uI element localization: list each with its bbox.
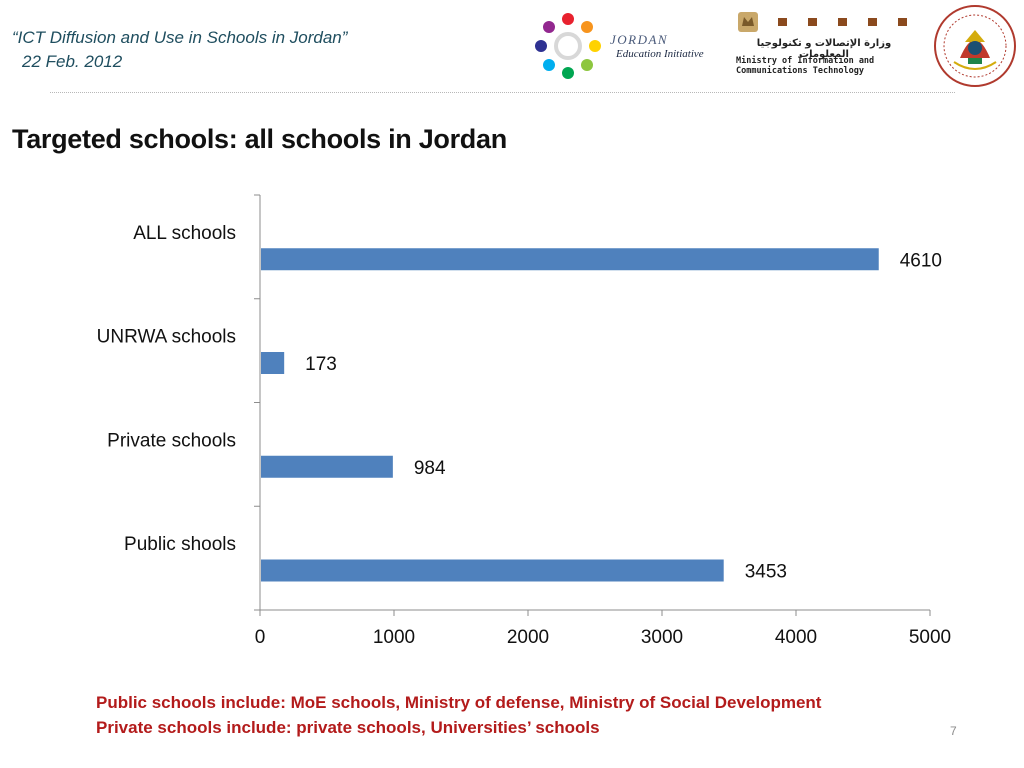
x-tick-label: 4000 — [775, 627, 817, 648]
presentation-header: “ICT Diffusion and Use in Schools in Jor… — [12, 26, 452, 74]
data-label: 984 — [414, 458, 446, 479]
jordan-education-initiative-logo: JORDAN Education Initiative — [530, 8, 725, 84]
x-tick-label: 1000 — [373, 627, 415, 648]
data-label: 173 — [305, 354, 337, 375]
category-label: Public shools — [124, 534, 236, 555]
bar — [261, 455, 393, 478]
data-label: 4610 — [900, 250, 942, 271]
footnote: Public schools include: MoE schools, Min… — [96, 690, 996, 740]
jei-logo-word: JORDAN — [610, 32, 669, 47]
x-tick-label: 0 — [255, 627, 266, 648]
header-title-line1: “ICT Diffusion and Use in Schools in Jor… — [12, 28, 348, 47]
category-label: UNRWA schools — [97, 327, 236, 348]
ministry-ict-logo: وزارة الإتصالات و تكنولوجيا المعلومات Mi… — [732, 8, 917, 76]
footnote-public-schools: Public schools include: MoE schools, Min… — [96, 693, 822, 712]
jei-logo-subtitle: Education Initiative — [616, 48, 704, 60]
slide-number: 7 — [950, 724, 957, 738]
bar — [261, 248, 879, 271]
header-date: 22 Feb. 2012 — [22, 52, 123, 71]
mit-english-line1: Ministry of Information and — [736, 56, 875, 66]
category-label: Private schools — [107, 430, 236, 451]
bar — [261, 352, 285, 374]
mit-arabic-name: وزارة الإتصالات و تكنولوجيا المعلومات — [756, 38, 892, 60]
category-label: ALL schools — [133, 223, 236, 244]
mit-english-line2: Communications Technology — [736, 66, 864, 76]
coat-of-arms-icon — [934, 5, 1016, 87]
slide-title: Targeted schools: all schools in Jordan — [12, 124, 507, 154]
x-tick-label: 5000 — [909, 627, 951, 648]
bar — [261, 559, 724, 582]
mit-english-name: Ministry of Information and Communicatio… — [736, 56, 916, 76]
x-tick-label: 2000 — [507, 627, 549, 648]
ministry-of-education-emblem — [932, 2, 1018, 90]
people-circle-icon — [535, 13, 601, 79]
footnote-private-schools: Private schools include: private schools… — [96, 718, 600, 737]
data-label: 3453 — [745, 562, 787, 583]
horizontal-bar-chart: 0 1000 2000 3000 4000 5000 ALL schools 4610 UNRW… — [97, 194, 951, 648]
crown-emblem-icon — [738, 12, 907, 32]
header-divider — [50, 92, 955, 93]
x-tick-label: 3000 — [641, 627, 683, 648]
